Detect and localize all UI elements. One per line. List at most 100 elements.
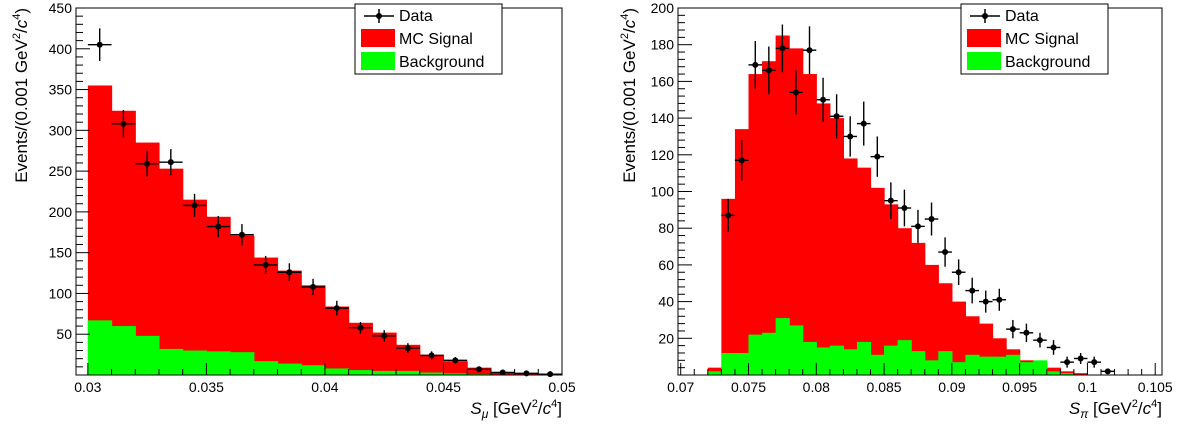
left-background-bar [396,370,421,375]
right-mc-signal-bar [924,264,939,375]
right-y-tick-label: 160 [651,73,675,89]
right-y-tick-label: 200 [651,0,675,16]
right-data-marker [942,249,949,256]
right-x-tick-label: 0.09 [938,379,965,395]
right-mc-signal-bar [884,204,899,375]
left-data-marker [476,366,483,373]
left-data-point [419,351,444,360]
right-data-marker [725,212,732,219]
left-data-point [277,263,302,282]
left-legend-bkg-label: Background [399,54,484,71]
right-background-bar [748,334,763,375]
left-background-bar [324,368,350,375]
right-data-point [1060,356,1074,368]
right-data-marker [1036,337,1043,344]
right-x-axis-title: Sπ [GeV2/c4] [1069,398,1162,421]
left-data-point [206,215,231,238]
left-data-point [158,149,183,176]
right-mc-signal-bar [1073,373,1089,375]
right-data-marker [792,89,799,96]
left-data-marker [499,369,506,376]
left-y-tick-label: 50 [56,326,72,342]
left-data-marker [238,231,245,238]
right-mc-signal-bar [856,167,872,375]
left-y-tick-label: 300 [49,122,73,138]
right-x-tick-label: 0.08 [803,379,830,395]
left-data-point [443,357,468,364]
right-data-point [924,202,939,236]
left-x-tick-label: 0.045 [426,379,461,395]
right-legend-bkg-swatch [967,52,1001,70]
right-mc-signal-bar [762,61,777,376]
left-y-tick-label: 100 [49,285,73,301]
left-background-bar [253,361,279,375]
right-data-point [938,237,952,267]
left-legend-data-marker-dot [376,13,382,19]
right-data-point [1006,319,1020,339]
right-legend-data-marker-dot [982,13,988,19]
right-data-marker [901,205,908,212]
right-data-points [721,24,1115,375]
left-histograms [87,85,563,375]
right-background-bar [775,318,790,375]
right-background-bar [1019,362,1034,375]
right-y-tick-label: 140 [651,110,675,126]
right-data-point [965,277,979,304]
right-y-tick-label: 180 [651,37,675,53]
left-data-point [111,109,136,138]
right-background-bar [721,352,736,375]
left-data-point [301,278,325,296]
right-background-bar [965,354,980,375]
right-data-point [884,182,898,220]
right-y-tick-label: 80 [658,220,674,236]
left-mc-signal-bar [443,361,468,375]
left-data-point [253,255,278,274]
left-data-marker [215,223,222,230]
right-background-bar [924,360,939,375]
right-background-bar [789,325,804,375]
left-legend-mc-label: MC Signal [399,31,473,48]
right-background-bar [1060,373,1075,375]
right-mc-signal-bar [789,48,804,376]
right-data-point [1019,323,1034,342]
right-x-tick-label: 0.105 [1138,379,1173,395]
left-data-point [396,343,420,353]
right-y-tick-label: 120 [651,147,675,163]
left-data-marker [120,120,127,127]
left-legend-data-label: Data [399,8,433,25]
left-background-bar [182,350,207,375]
left-x-tick-label: 0.03 [74,379,101,395]
right-data-marker [1077,355,1084,362]
left-background-bar [206,351,231,375]
left-data-marker [167,159,174,166]
right-data-marker [982,298,989,305]
left-data-point [538,371,562,378]
left-mc-signal-bar [206,216,231,375]
left-y-tick-label: 200 [49,204,73,220]
right-tick-labels: 0.07 0.075 0.08 0.085 0.09 0.095 0.1 0.105 20 40 6… [651,0,1173,395]
right-y-tick-label: 100 [651,184,675,200]
right-mc-signal-bar [775,35,790,376]
right-data-marker [887,197,894,204]
right-x-tick-label: 0.075 [731,379,766,395]
right-mc-signal-bar [897,228,912,375]
right-mc-signal-bar [1060,371,1075,375]
left-data-marker [381,332,388,339]
right-mc-signal-bar [829,118,845,375]
right-y-tick-label: 20 [658,330,674,346]
right-data-point [802,26,817,75]
right-data-marker [1064,359,1071,366]
left-x-tick-label: 0.05 [548,379,575,395]
right-data-marker [1050,344,1057,351]
right-data-point [829,94,844,139]
left-data-point [182,193,207,217]
left-background-bar [135,335,160,375]
right-background-bar [802,341,817,375]
right-data-marker [765,67,772,74]
right-mc-signal-bar [734,129,750,375]
right-data-marker [860,120,867,127]
left-data-marker [333,305,340,312]
right-data-point [897,189,912,227]
right-data-point [951,259,966,286]
